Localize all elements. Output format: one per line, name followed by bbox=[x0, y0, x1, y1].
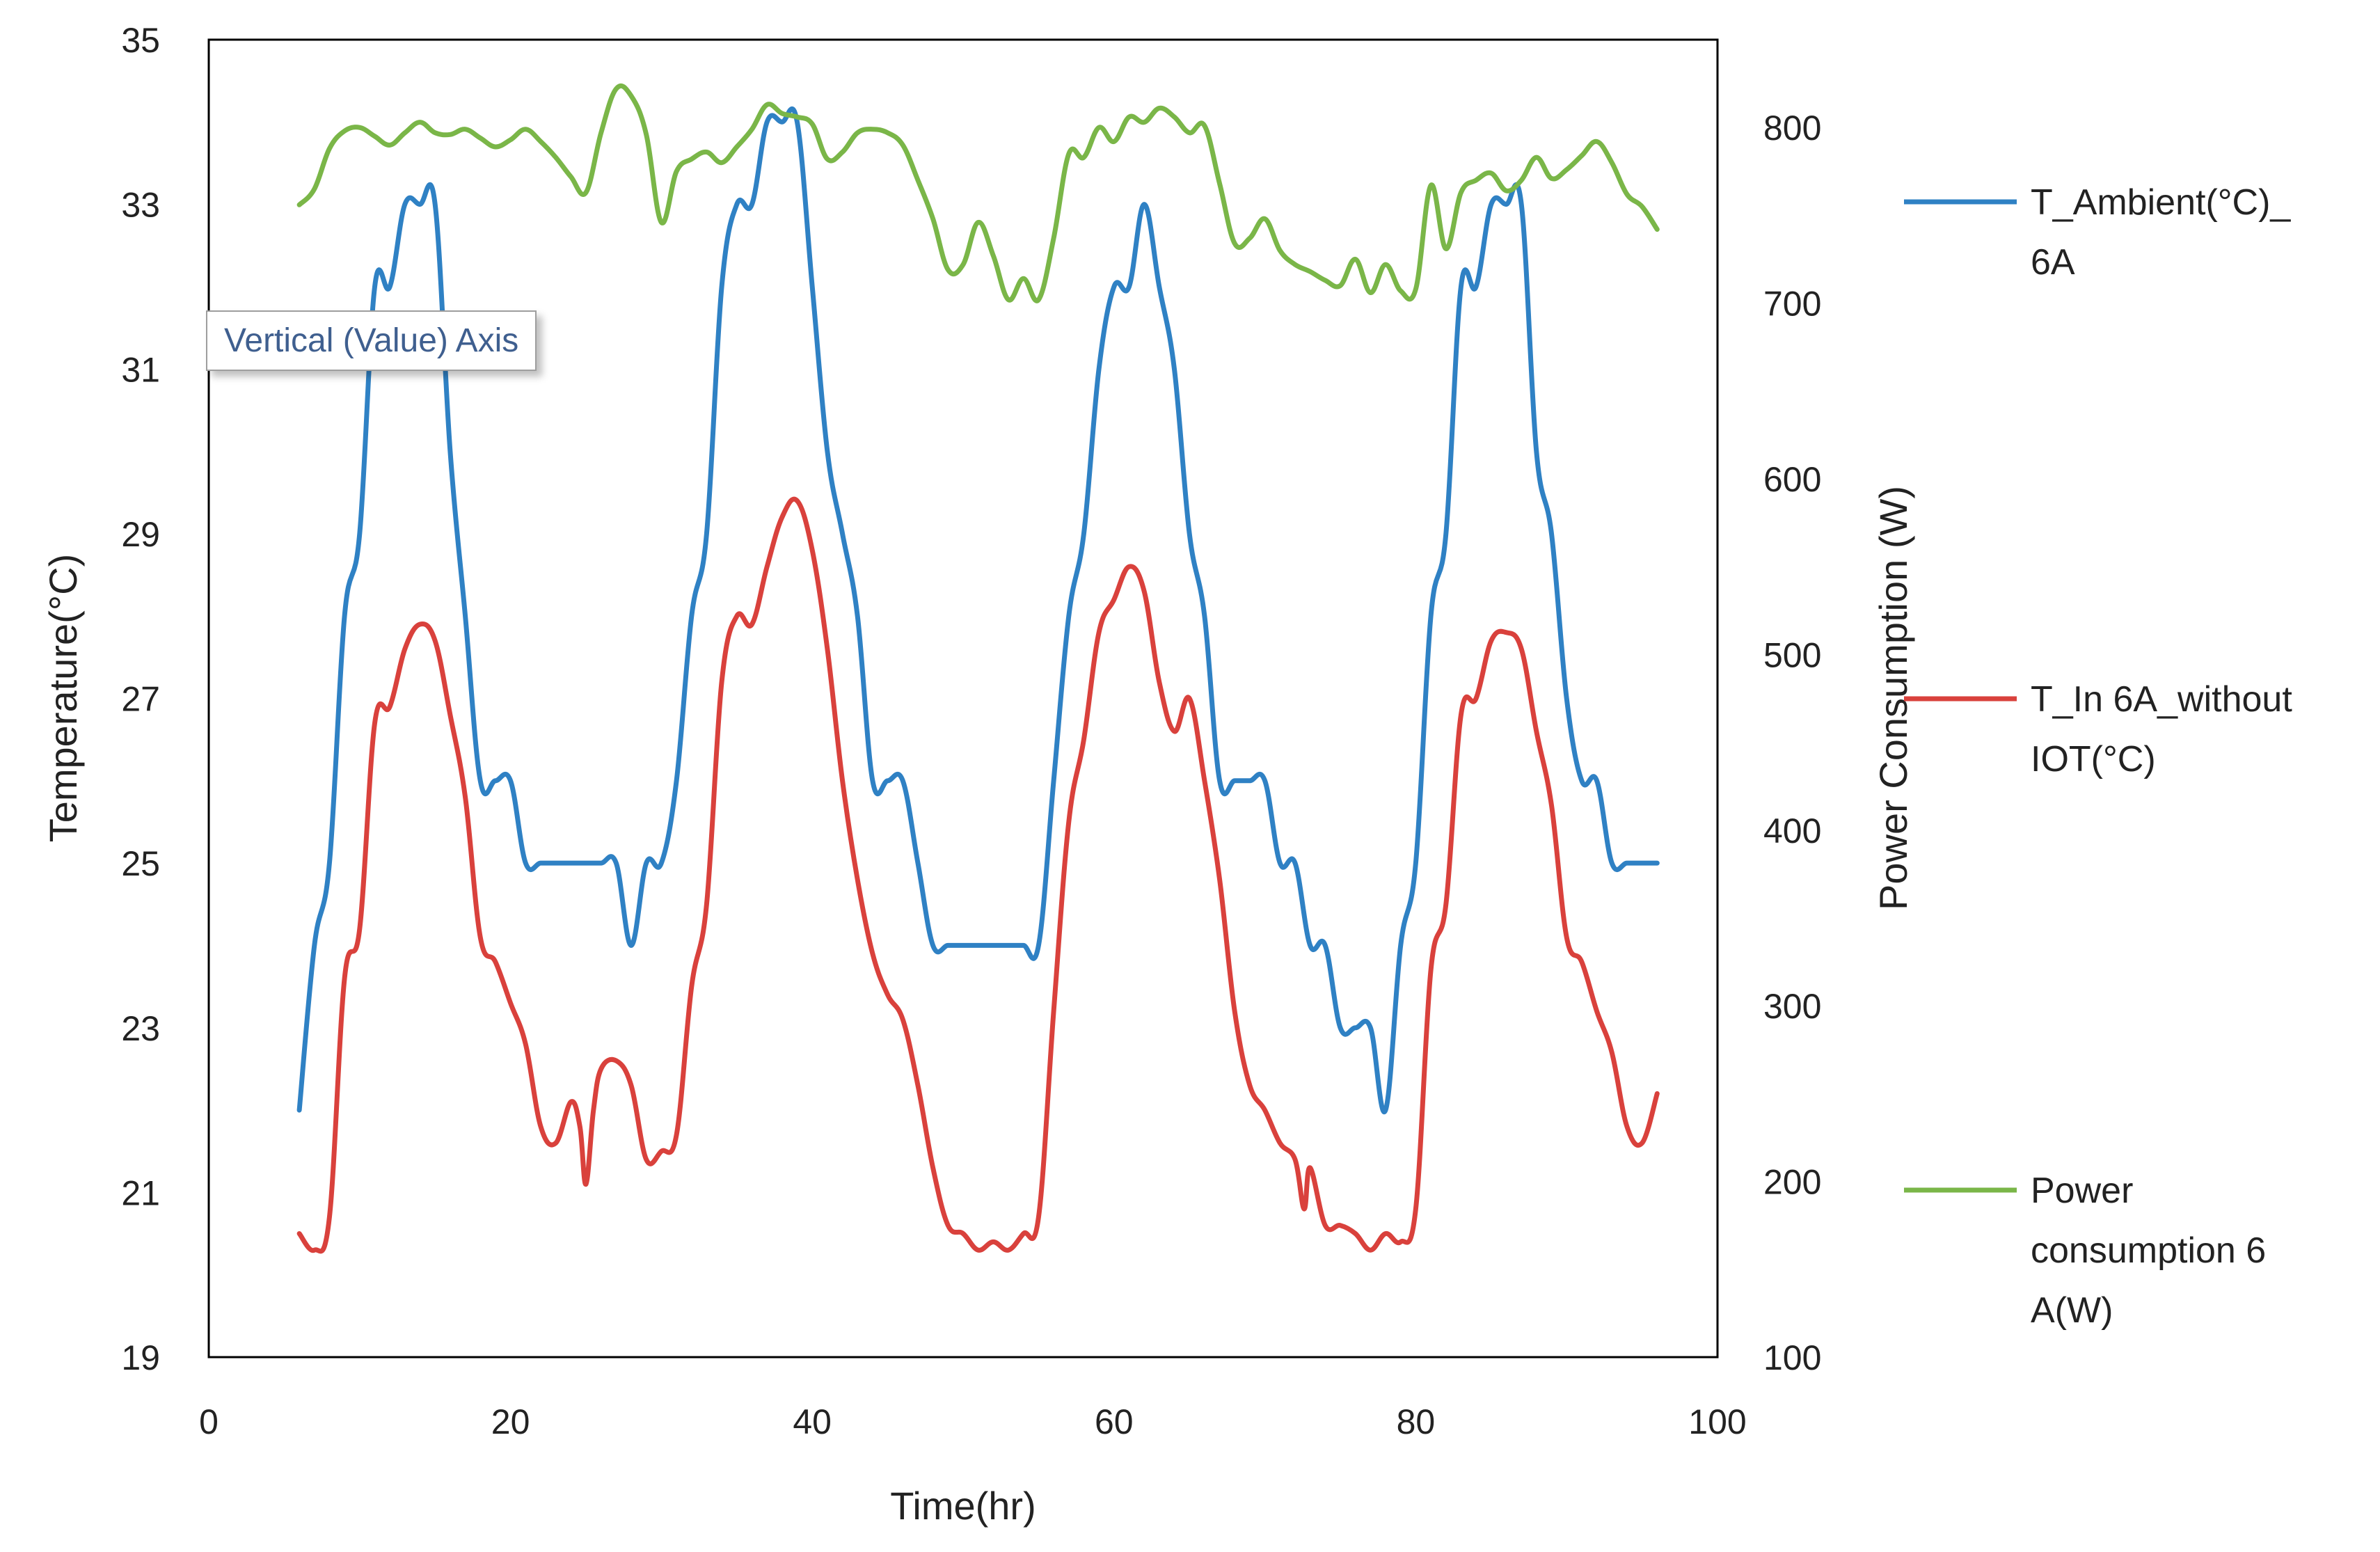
series-line-3[interactable] bbox=[296, 84, 1660, 303]
legend-label-1: T_Ambient(°C)_ bbox=[2031, 182, 2291, 223]
legend: T_Ambient(°C)_ 6A T_In 6A_without IOT(°C) Po… bbox=[1904, 182, 2292, 1331]
y2-tick-label: 700 bbox=[1763, 285, 1821, 324]
y2-tick-label: 300 bbox=[1763, 987, 1821, 1026]
series-line-1[interactable] bbox=[296, 106, 1660, 1115]
y-tick-label: 21 bbox=[121, 1173, 160, 1212]
x-axis-title: Time(hr) bbox=[890, 1484, 1036, 1528]
x-tick-label: 20 bbox=[491, 1402, 530, 1441]
left-axis-ticks[interactable]: 19 21 23 25 27 29 31 33 35 bbox=[121, 21, 160, 1377]
y-tick-label: 35 bbox=[121, 21, 160, 60]
y2-tick-label: 800 bbox=[1763, 109, 1821, 148]
x-axis-ticks[interactable]: 0 20 40 60 80 100 bbox=[199, 1402, 1747, 1441]
x-tick-label: 40 bbox=[793, 1402, 832, 1441]
y-tick-label: 31 bbox=[121, 350, 160, 389]
legend-label-2: T_In 6A_without bbox=[2031, 679, 2292, 720]
x-tick-label: 100 bbox=[1688, 1402, 1746, 1441]
right-axis-ticks[interactable]: 100 200 300 400 500 600 700 800 bbox=[1763, 109, 1821, 1377]
y-tick-label: 23 bbox=[121, 1009, 160, 1048]
y2-tick-label: 500 bbox=[1763, 635, 1821, 674]
y2-tick-label: 100 bbox=[1763, 1338, 1821, 1377]
y2-tick-label: 200 bbox=[1763, 1163, 1821, 1202]
legend-label-3: Power bbox=[2031, 1171, 2133, 1211]
y2-tick-label: 400 bbox=[1763, 811, 1821, 850]
x-tick-label: 0 bbox=[199, 1402, 219, 1441]
y2-tick-label: 600 bbox=[1763, 460, 1821, 499]
y-tick-label: 25 bbox=[121, 844, 160, 883]
legend-label-3: consumption 6 bbox=[2031, 1230, 2266, 1271]
y-tick-label: 33 bbox=[121, 186, 160, 225]
y-tick-label: 29 bbox=[121, 515, 160, 554]
legend-label-3: A(W) bbox=[2031, 1290, 2113, 1331]
x-tick-label: 80 bbox=[1397, 1402, 1436, 1441]
plot-area bbox=[207, 38, 1719, 1359]
axis-tooltip: Vertical (Value) Axis bbox=[206, 310, 537, 371]
series-line-2[interactable] bbox=[296, 496, 1660, 1254]
legend-label-1: 6A bbox=[2031, 242, 2075, 283]
y-tick-label: 27 bbox=[121, 680, 160, 719]
series-lines bbox=[296, 84, 1660, 1254]
x-tick-label: 60 bbox=[1095, 1402, 1134, 1441]
y-axis-title: Temperature(°C) bbox=[41, 554, 85, 843]
legend-label-2: IOT(°C) bbox=[2031, 739, 2156, 779]
y-tick-label: 19 bbox=[121, 1338, 160, 1377]
